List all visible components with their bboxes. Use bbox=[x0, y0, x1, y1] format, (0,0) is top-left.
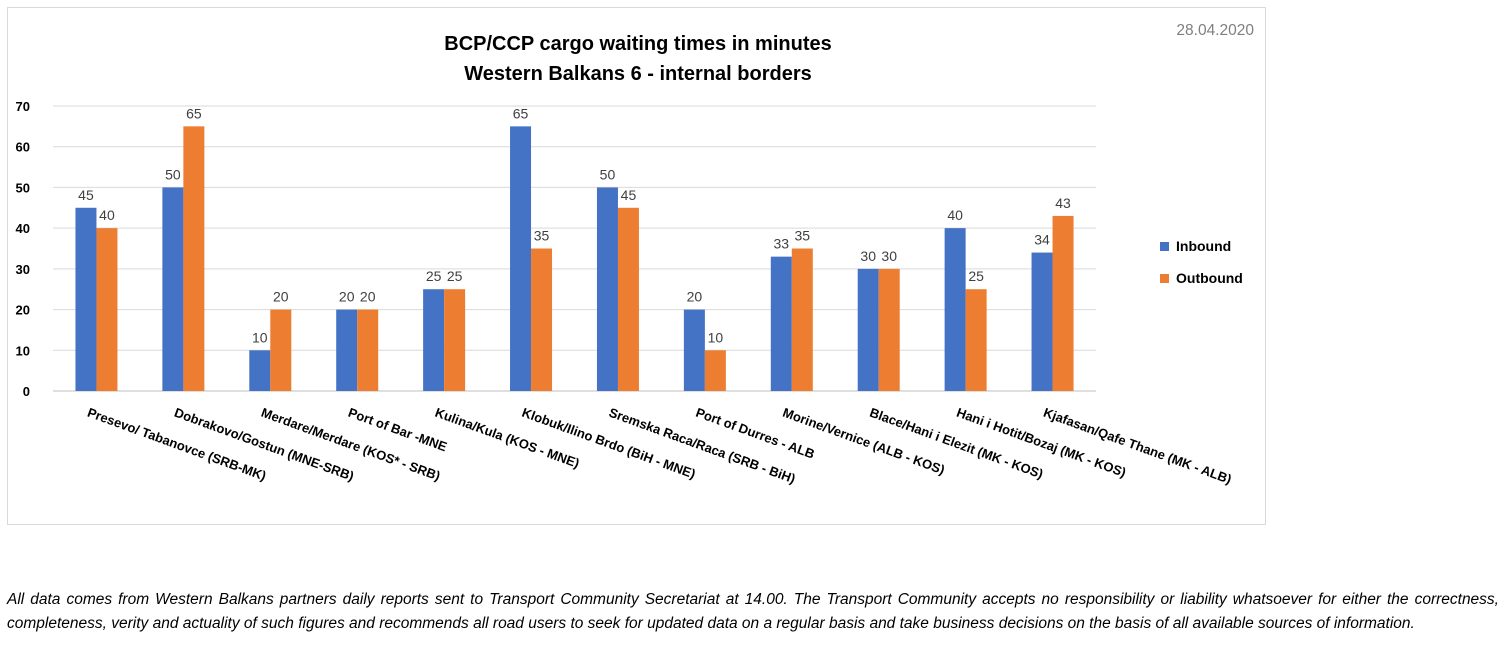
data-label-outbound: 20 bbox=[360, 289, 376, 305]
chart-title-line-1: BCP/CCP cargo waiting times in minutes bbox=[444, 33, 831, 55]
bar-inbound bbox=[683, 309, 705, 391]
bar-outbound bbox=[444, 289, 466, 391]
data-label-outbound: 65 bbox=[186, 105, 202, 121]
data-label-inbound: 10 bbox=[252, 329, 268, 345]
legend-label-outbound: Outbound bbox=[1176, 270, 1243, 286]
data-label-outbound: 20 bbox=[273, 289, 289, 305]
bar-outbound bbox=[183, 126, 205, 391]
x-tick-label: Kulina/Kula (KOS - MNE) bbox=[433, 405, 581, 471]
data-label-outbound: 25 bbox=[968, 268, 984, 284]
data-label-inbound: 33 bbox=[774, 236, 790, 252]
y-axis-ticks: 0 10 20 30 40 50 60 70 bbox=[16, 99, 30, 399]
data-label-inbound: 65 bbox=[513, 105, 529, 121]
y-tick-label: 60 bbox=[16, 140, 30, 155]
data-label-outbound: 25 bbox=[447, 268, 463, 284]
bar-outbound bbox=[791, 248, 813, 391]
data-label-outbound: 35 bbox=[795, 228, 811, 244]
data-label-inbound: 45 bbox=[78, 187, 94, 203]
bar-inbound bbox=[857, 268, 879, 391]
chart-frame: BCP/CCP cargo waiting times in minutes W… bbox=[7, 7, 1266, 525]
data-labels: 45 40 50 65 10 20 20 20 25 25 65 35 50 45 20 10 33 35 30 30… bbox=[78, 105, 1071, 345]
data-label-outbound: 43 bbox=[1055, 195, 1071, 211]
legend-swatch-outbound bbox=[1160, 274, 1169, 283]
bar-inbound bbox=[75, 207, 97, 391]
x-tick-label: Morine/Vernice (ALB - KOS) bbox=[781, 405, 947, 478]
y-tick-label: 70 bbox=[16, 99, 30, 114]
disclaimer-footnote: All data comes from Western Balkans part… bbox=[7, 591, 1499, 632]
bar-inbound bbox=[770, 256, 792, 391]
x-axis-labels: Presevo/ Tabanovce (SRB-MK)Dobrakovo/Gos… bbox=[85, 405, 1233, 487]
bar-outbound bbox=[704, 350, 726, 391]
y-tick-label: 30 bbox=[16, 262, 30, 277]
data-label-inbound: 50 bbox=[600, 166, 616, 182]
bars bbox=[75, 126, 1074, 391]
y-tick-label: 50 bbox=[16, 180, 30, 195]
data-label-inbound: 25 bbox=[426, 268, 442, 284]
bar-chart: BCP/CCP cargo waiting times in minutes W… bbox=[16, 22, 1255, 487]
y-tick-label: 40 bbox=[16, 221, 30, 236]
bar-inbound bbox=[336, 309, 358, 391]
legend: Inbound Outbound bbox=[1160, 238, 1243, 286]
y-tick-label: 20 bbox=[16, 303, 30, 318]
bar-inbound bbox=[162, 187, 184, 391]
data-label-inbound: 50 bbox=[165, 166, 181, 182]
y-tick-label: 0 bbox=[23, 384, 30, 399]
legend-label-inbound: Inbound bbox=[1176, 238, 1231, 254]
chart-date: 28.04.2020 bbox=[1176, 22, 1254, 39]
data-label-inbound: 20 bbox=[339, 289, 355, 305]
bar-outbound bbox=[878, 268, 900, 391]
bar-inbound bbox=[1031, 252, 1053, 391]
bar-outbound bbox=[270, 309, 292, 391]
bar-inbound bbox=[423, 289, 445, 391]
gridlines bbox=[53, 105, 1096, 392]
bar-outbound bbox=[357, 309, 379, 391]
bar-inbound bbox=[249, 350, 271, 391]
bar-outbound bbox=[1052, 215, 1074, 391]
data-label-inbound: 20 bbox=[687, 289, 703, 305]
bar-inbound bbox=[596, 187, 618, 391]
legend-swatch-inbound bbox=[1160, 242, 1169, 251]
bar-inbound bbox=[944, 228, 966, 391]
chart-title-line-2: Western Balkans 6 - internal borders bbox=[464, 63, 812, 85]
y-tick-label: 10 bbox=[16, 343, 30, 358]
data-label-outbound: 45 bbox=[621, 187, 637, 203]
bar-outbound bbox=[531, 248, 553, 391]
data-label-inbound: 40 bbox=[947, 207, 963, 223]
bar-outbound bbox=[965, 289, 987, 391]
data-label-outbound: 40 bbox=[99, 207, 115, 223]
bar-outbound bbox=[617, 207, 639, 391]
data-label-inbound: 34 bbox=[1034, 232, 1050, 248]
data-label-inbound: 30 bbox=[860, 248, 876, 264]
data-label-outbound: 35 bbox=[534, 228, 550, 244]
bar-inbound bbox=[510, 126, 532, 391]
data-label-outbound: 30 bbox=[881, 248, 897, 264]
bar-outbound bbox=[96, 228, 118, 391]
data-label-outbound: 10 bbox=[708, 329, 724, 345]
